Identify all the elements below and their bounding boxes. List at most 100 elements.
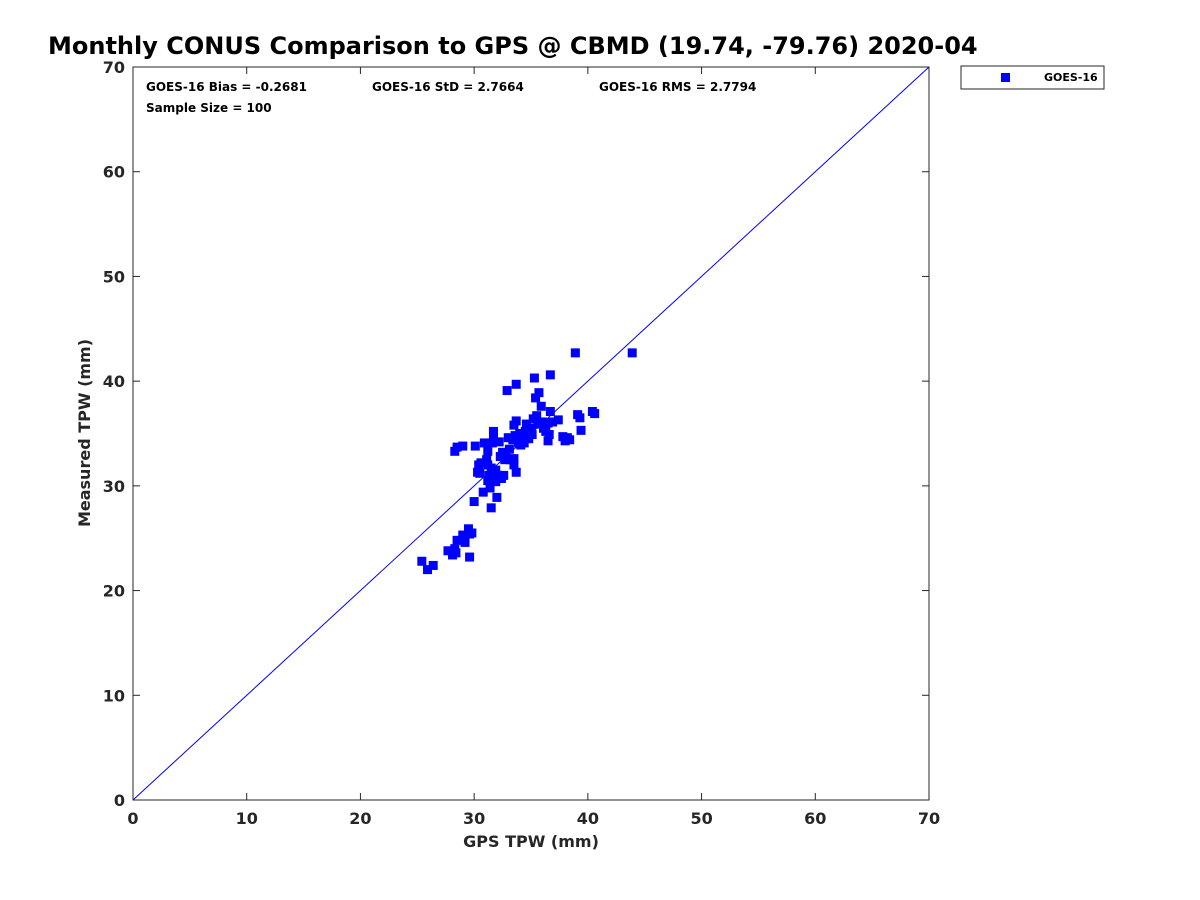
rms-stat: GOES-16 RMS = 2.7794	[599, 80, 756, 94]
data-point	[491, 477, 501, 487]
data-point	[452, 442, 462, 452]
data-point	[544, 430, 554, 440]
data-point	[548, 417, 558, 427]
data-point	[509, 460, 519, 470]
bias-stat: GOES-16 Bias = -0.2681	[146, 80, 307, 94]
data-point	[545, 370, 555, 380]
x-tick-label: 0	[127, 809, 138, 828]
data-point	[460, 537, 470, 547]
data-point	[540, 418, 550, 428]
x-tick-label: 50	[690, 809, 712, 828]
data-point	[423, 565, 433, 575]
data-point	[475, 468, 485, 478]
x-axis-label: GPS TPW (mm)	[463, 832, 599, 851]
data-point	[518, 431, 528, 441]
data-point	[511, 467, 521, 477]
data-point	[575, 413, 585, 423]
x-tick-label: 20	[349, 809, 371, 828]
data-point	[509, 454, 519, 464]
y-tick-label: 60	[103, 163, 125, 182]
data-point	[565, 435, 575, 445]
data-point	[451, 548, 461, 558]
data-point	[553, 415, 563, 425]
data-point	[486, 463, 496, 473]
y-tick-label: 50	[103, 267, 125, 286]
data-point	[491, 465, 501, 475]
data-point	[511, 379, 521, 389]
data-point	[510, 431, 520, 441]
x-tick-label: 70	[918, 809, 940, 828]
x-tick-label: 10	[236, 809, 258, 828]
data-point	[484, 470, 494, 480]
data-point	[521, 419, 531, 429]
data-point	[476, 458, 486, 468]
data-point	[570, 348, 580, 358]
x-tick-label: 40	[577, 809, 599, 828]
data-point	[478, 487, 488, 497]
data-point	[428, 560, 438, 570]
data-point	[500, 455, 510, 465]
data-point	[482, 455, 492, 465]
data-point	[487, 438, 497, 448]
data-point	[527, 430, 537, 440]
data-point	[516, 440, 526, 450]
data-point	[492, 492, 502, 502]
data-point	[533, 419, 543, 429]
data-point	[627, 348, 637, 358]
data-point	[458, 441, 468, 451]
x-tick-label: 60	[804, 809, 826, 828]
data-point	[469, 497, 479, 507]
data-point	[458, 530, 468, 540]
y-tick-label: 20	[103, 582, 125, 601]
data-markers	[417, 348, 637, 575]
legend-label: GOES-16	[1044, 71, 1098, 84]
data-point	[511, 416, 521, 426]
axes-frame	[132, 66, 930, 801]
data-point	[526, 423, 536, 433]
y-tick-label: 10	[103, 686, 125, 705]
data-point	[479, 438, 489, 448]
y-tick-label: 40	[103, 372, 125, 391]
data-point	[470, 441, 480, 451]
data-point	[504, 444, 514, 454]
data-point	[452, 535, 462, 545]
data-point	[486, 503, 496, 513]
data-point	[532, 411, 542, 421]
y-tick-label: 0	[114, 791, 125, 810]
data-point	[531, 393, 541, 403]
y-axis-ticks: 0 10 20 30 40 50 60 70	[103, 58, 929, 810]
y-tick-label: 30	[103, 477, 125, 496]
data-point	[499, 470, 509, 480]
y-tick-label: 70	[103, 58, 125, 77]
data-point	[485, 483, 495, 493]
data-point	[576, 425, 586, 435]
x-tick-label: 30	[463, 809, 485, 828]
plot-area: 0 10 20 30 40 50 60 70 0 10 20 30 40 50 60 70	[103, 58, 940, 828]
data-point	[534, 388, 544, 398]
data-point	[503, 433, 513, 443]
data-point	[467, 528, 477, 538]
data-point	[494, 437, 504, 447]
sample-size-stat: Sample Size = 100	[146, 101, 272, 115]
x-axis-ticks: 0 10 20 30 40 50 60 70	[127, 67, 940, 828]
data-point	[417, 556, 427, 566]
data-point	[483, 446, 493, 456]
data-point	[590, 409, 600, 419]
data-point	[536, 401, 546, 411]
data-point	[502, 386, 512, 396]
legend-marker-square-icon	[1001, 73, 1010, 82]
data-point	[465, 552, 475, 562]
data-point	[483, 476, 493, 486]
y-axis-label: Measured TPW (mm)	[75, 339, 94, 527]
std-stat: GOES-16 StD = 2.7664	[372, 80, 524, 94]
chart-title: Monthly CONUS Comparison to GPS @ CBMD (…	[48, 32, 978, 60]
legend-box	[960, 65, 1105, 90]
legend: GOES-16	[960, 65, 1105, 90]
data-point	[443, 546, 453, 556]
data-point	[545, 407, 555, 417]
data-point	[488, 430, 498, 440]
data-point	[543, 436, 553, 446]
data-point	[529, 373, 539, 383]
data-point	[501, 449, 511, 459]
